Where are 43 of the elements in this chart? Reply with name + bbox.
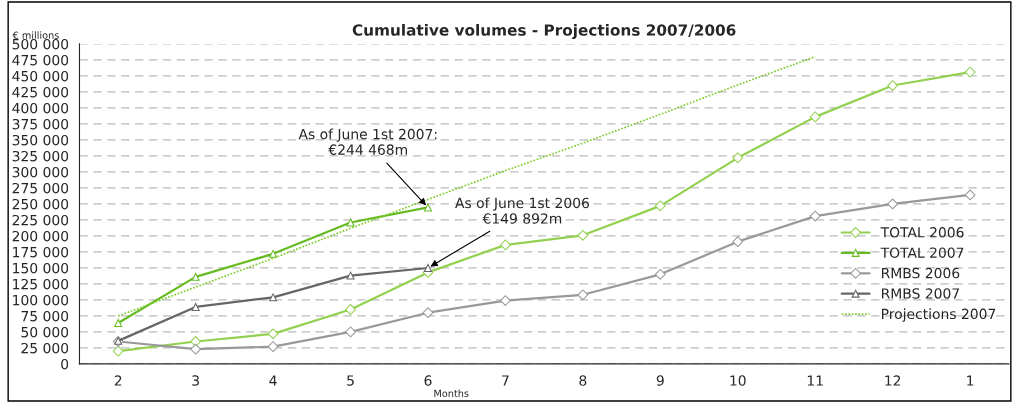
x-tick-label: 7 [502,375,509,386]
y-tick-label: 75 000 [21,310,69,322]
x-tick-label: 12 [885,375,901,386]
legend-label: Projections 2007 [882,308,996,322]
y-tick-label: 475 000 [12,54,69,66]
y-tick-label: 225 000 [12,214,69,226]
annotation: As of June 1st 2007: €244 468m [298,128,437,155]
legend-label: TOTAL 2006 [880,227,964,238]
chart-title: Cumulative volumes - Projections 2007/2006 [352,23,736,39]
y-tick-label: 425 000 [12,86,69,98]
y-tick-label: 325 000 [12,150,69,162]
x-axis-title: Months [434,389,469,398]
legend-label: RMBS 2007 [882,288,959,299]
x-tick-label: 8 [579,375,587,386]
x-tick-label: 10 [730,375,746,386]
y-tick-label: 500 000 [12,38,69,50]
x-tick-label: 2 [114,375,122,386]
x-tick-label: 1 [967,375,974,386]
x-tick-label: 6 [424,375,432,386]
y-tick-label: 275 000 [12,182,69,194]
annotation: As of June 1st 2006 €149 892m [455,197,589,224]
y-tick-label: 450 000 [12,70,69,82]
y-tick-label: 375 000 [12,118,69,130]
y-tick-label: 100 000 [13,294,69,306]
legend-label: RMBS 2006 [882,267,960,279]
y-tick-label: 150 000 [13,262,69,274]
y-tick-label: 125 000 [13,278,69,290]
legend-label: TOTAL 2007 [880,247,964,258]
y-tick-label: 200 000 [12,230,69,242]
x-tick-label: 4 [269,375,277,386]
y-tick-label: 25 000 [21,342,69,354]
y-tick-label: 350 000 [12,134,69,146]
x-tick-label: 9 [656,375,664,386]
x-tick-label: 5 [347,375,354,386]
y-axis-title: € millions [12,31,59,39]
y-tick-label: 300 000 [12,166,69,178]
y-tick-label: 0 [61,358,69,370]
x-tick-label: 11 [807,375,823,386]
y-tick-label: 175 000 [13,246,69,258]
y-tick-label: 400 000 [12,102,69,114]
y-tick-label: 250 000 [12,198,69,210]
x-tick-label: 3 [192,375,199,386]
y-tick-label: 50 000 [21,326,69,338]
